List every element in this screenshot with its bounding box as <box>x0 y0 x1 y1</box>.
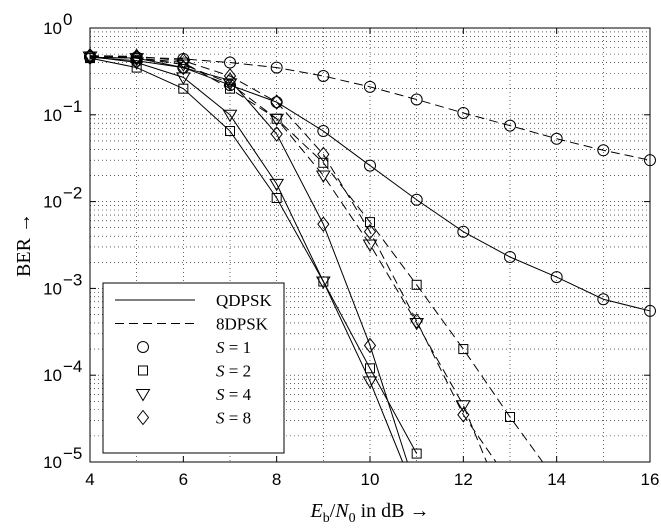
marker-triangle <box>175 72 191 85</box>
y-tick-label: 10 <box>43 279 62 298</box>
marker-diamond <box>270 94 283 110</box>
marker-diamond <box>410 313 423 329</box>
y-tick-label-exponent: −2 <box>63 184 82 203</box>
marker-diamond <box>317 216 330 232</box>
marker-triangle <box>222 78 238 91</box>
marker-square <box>365 363 375 374</box>
marker-square <box>225 126 235 137</box>
series-line-qdpsk-s2 <box>89 57 418 454</box>
marker-triangle <box>269 113 285 127</box>
marker-circle <box>410 193 423 206</box>
marker-triangle <box>175 59 191 72</box>
x-axis-title-slash: / <box>330 500 336 522</box>
x-tick-label: 14 <box>547 470 566 489</box>
marker-square <box>411 448 422 459</box>
marker-circle <box>597 293 610 306</box>
x-axis-title-n-sub: 0 <box>349 511 356 526</box>
marker-diamond <box>363 337 377 354</box>
y-tick-label: 10 <box>43 106 62 125</box>
marker-circle <box>364 159 376 172</box>
marker-circle <box>457 225 470 238</box>
marker-circle <box>224 56 236 69</box>
legend-label-s2: S = 2 <box>216 362 251 381</box>
marker-triangle <box>269 178 285 192</box>
marker-triangle <box>315 170 331 183</box>
marker-square <box>138 365 148 376</box>
marker-circle <box>137 341 149 353</box>
y-tick-label: 10 <box>43 453 62 472</box>
x-tick-label: 10 <box>361 470 380 489</box>
x-axis-title-rest: in dB → <box>356 500 430 522</box>
marker-triangle <box>362 239 378 253</box>
legend-label-8dpsk: 8DPSK <box>216 315 269 334</box>
marker-triangle <box>455 400 471 413</box>
plot-series <box>89 55 651 463</box>
marker-circle <box>364 80 376 93</box>
legend-label-s8: S = 8 <box>216 409 251 428</box>
legend-box <box>102 282 285 454</box>
marker-circle <box>457 106 470 119</box>
legend-label-s1: S = 1 <box>216 338 251 357</box>
series-line-qdpsk-s8 <box>89 56 408 463</box>
series-line-8dpsk-s1 <box>89 55 651 161</box>
x-tick-label: 8 <box>272 470 281 489</box>
legend-label-qdpsk: QDPSK <box>216 291 272 310</box>
legend-label-s4: S = 4 <box>216 385 252 404</box>
y-tick-label-exponent: 0 <box>63 10 72 29</box>
marker-square <box>225 83 235 94</box>
marker-diamond <box>270 126 283 142</box>
y-tick-label-exponent: −3 <box>63 270 82 289</box>
x-tick-label: 16 <box>641 470 660 489</box>
marker-square <box>365 217 375 228</box>
marker-circle <box>504 119 516 132</box>
marker-square <box>271 193 282 204</box>
marker-diamond <box>457 406 470 423</box>
marker-triangle <box>315 276 331 290</box>
marker-square <box>318 157 329 168</box>
marker-triangle <box>362 376 378 389</box>
x-axis-title: Eb/N0 in dB → <box>309 500 429 526</box>
marker-diamond <box>130 48 143 65</box>
series-line-qdpsk-s4 <box>89 55 404 463</box>
series-line-8dpsk-s8 <box>89 55 497 463</box>
x-axis-title-e-sub: b <box>323 511 330 526</box>
marker-diamond <box>223 68 237 84</box>
y-tick-label: 10 <box>43 19 62 38</box>
x-tick-label: 12 <box>454 470 473 489</box>
x-tick-label: 4 <box>85 470 94 489</box>
x-tick-label: 6 <box>179 470 188 489</box>
marker-circle <box>270 61 283 74</box>
marker-diamond <box>363 223 377 240</box>
x-axis-title-n: N <box>334 500 350 522</box>
plot-markers <box>82 47 656 459</box>
marker-triangle <box>222 109 238 123</box>
marker-circle <box>504 251 516 264</box>
y-tick-label: 10 <box>43 366 62 385</box>
marker-triangle <box>135 389 151 402</box>
marker-circle <box>550 132 563 145</box>
x-axis-title-e: E <box>309 500 322 522</box>
marker-square <box>505 411 515 422</box>
marker-circle <box>317 125 330 138</box>
y-axis-title: BER → <box>13 213 35 277</box>
series-line-8dpsk-s4 <box>89 55 488 463</box>
marker-circle <box>550 271 563 284</box>
legend: QDPSK 8DPSK S = 1 S = 2 S = 4 S = 8 <box>102 282 285 454</box>
series-line-8dpsk-s2 <box>89 55 544 463</box>
marker-circle <box>410 93 423 106</box>
marker-square <box>458 344 469 355</box>
marker-triangle <box>129 57 145 71</box>
y-tick-label-exponent: −5 <box>63 444 82 463</box>
marker-diamond <box>317 146 330 163</box>
marker-circle <box>597 144 610 157</box>
y-tick-label-exponent: −4 <box>63 357 82 376</box>
marker-diamond <box>177 52 190 69</box>
y-tick-label: 10 <box>43 193 62 212</box>
marker-circle <box>317 69 330 82</box>
y-tick-label-exponent: −1 <box>63 97 82 116</box>
marker-diamond <box>136 409 150 426</box>
marker-square <box>411 279 422 290</box>
